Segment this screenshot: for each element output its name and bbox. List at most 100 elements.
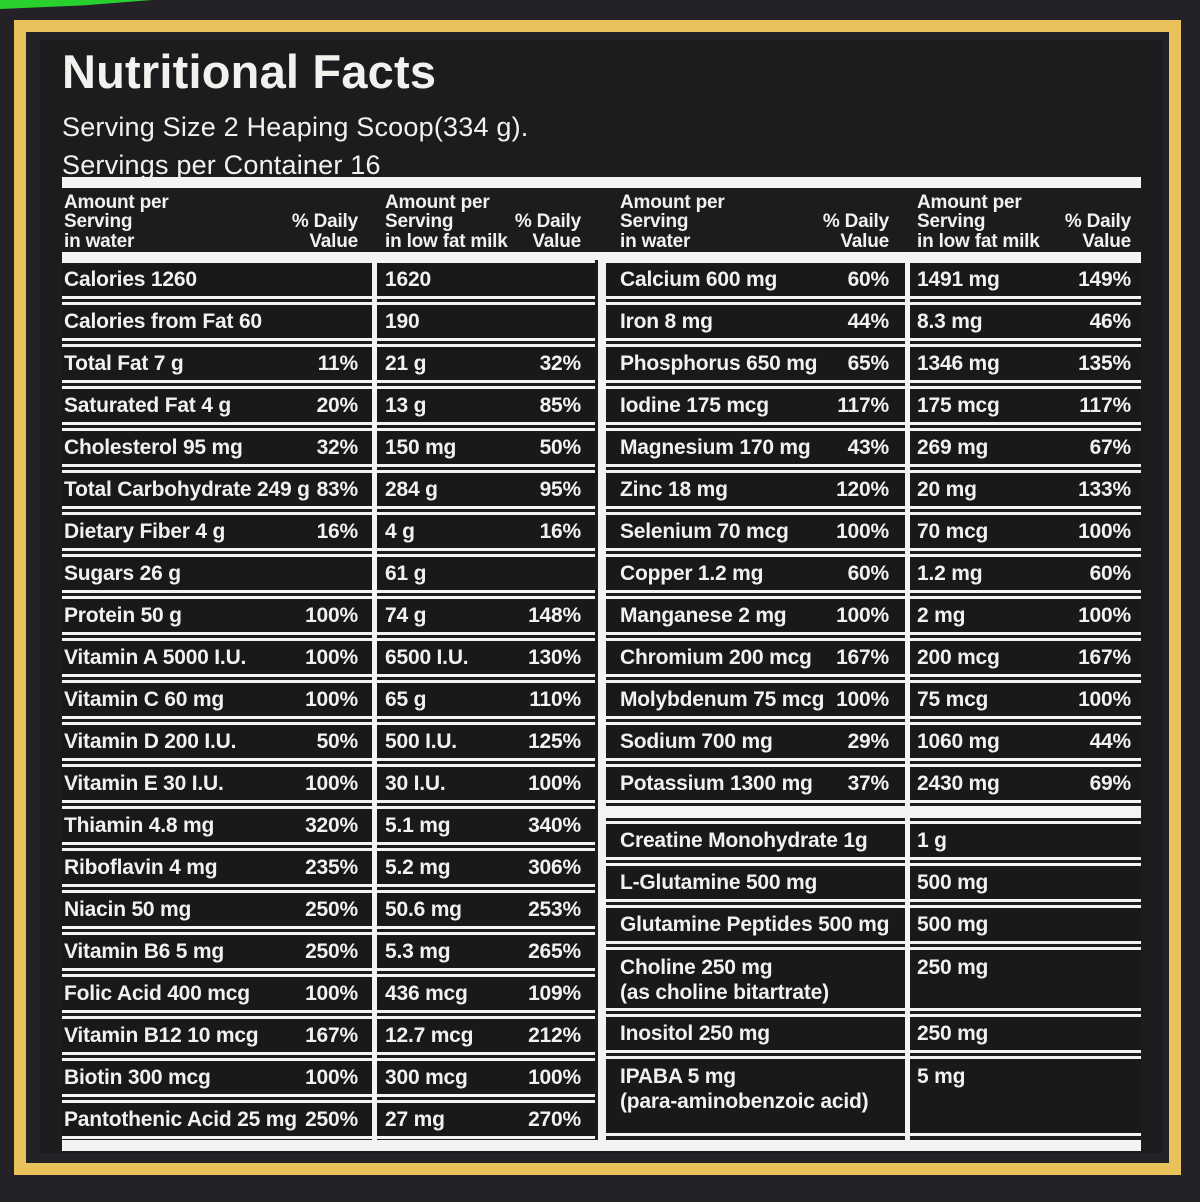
milk-cells: 150 mg 50% — [372, 431, 595, 464]
nutrient-row: Calories from Fat 60 190 — [62, 302, 595, 341]
milk-cells: 20 mg 133% — [905, 473, 1141, 506]
water-cells: Iodine 175 mcg 117% — [606, 389, 905, 422]
column-divider-left-half — [372, 260, 377, 1140]
milk-daily-value: 50% — [539, 436, 582, 459]
nutrient-label: IPABA 5 mg (para-aminobenzoic acid) — [620, 1065, 869, 1113]
nutrient-row: Cholesterol 95 mg 32% 150 mg 50% — [62, 428, 595, 467]
water-daily-value: 29% — [847, 730, 890, 753]
milk-amount: 269 mg — [917, 436, 989, 459]
nutrient-row: Inositol 250 mg 250 mg — [606, 1014, 1141, 1053]
nutrient-row: Vitamin A 5000 I.U. 100% 6500 I.U. 130% — [62, 638, 595, 677]
water-daily-value: 37% — [847, 772, 890, 795]
water-cells: IPABA 5 mg (para-aminobenzoic acid) — [606, 1059, 905, 1133]
column-header-amount-per-serving-milk: Amount per Serving in low fat milk — [917, 191, 1040, 252]
water-daily-value: 167% — [836, 646, 889, 669]
nutrient-row: Riboflavin 4 mg 235% 5.2 mg 306% — [62, 848, 595, 887]
nutrient-row: Vitamin B6 5 mg 250% 5.3 mg 265% — [62, 932, 595, 971]
water-daily-value: 44% — [847, 310, 890, 333]
nutrient-label: Sugars 26 g — [64, 562, 181, 585]
water-cells: Vitamin B6 5 mg 250% — [62, 935, 372, 968]
water-cells: Sodium 700 mg 29% — [606, 725, 905, 758]
nutrient-label: Copper 1.2 mg — [620, 562, 764, 585]
milk-amount: 250 mg — [917, 1022, 989, 1045]
milk-cells: 500 mg — [905, 908, 1141, 941]
milk-daily-value: 133% — [1078, 478, 1131, 501]
milk-daily-value: 32% — [539, 352, 582, 375]
milk-cells: 13 g 85% — [372, 389, 595, 422]
nutrient-row: Sodium 700 mg 29% 1060 mg 44% — [606, 722, 1141, 761]
water-daily-value: 100% — [305, 688, 358, 711]
water-cells: Pantothenic Acid 25 mg 250% — [62, 1103, 372, 1136]
milk-amount: 74 g — [385, 604, 427, 627]
nutrient-row: Choline 250 mg (as choline bitartrate) 250… — [606, 947, 1141, 1011]
water-daily-value: 50% — [316, 730, 359, 753]
column-header-daily-value: % Daily Value — [514, 211, 581, 252]
nutrient-row: Sugars 26 g 61 g — [62, 554, 595, 593]
nutrient-label: Sodium 700 mg — [620, 730, 773, 753]
milk-amount: 2 mg — [917, 604, 966, 627]
milk-cells: 74 g 148% — [372, 599, 595, 632]
water-cells: Inositol 250 mg — [606, 1017, 905, 1050]
water-cells: Magnesium 170 mg 43% — [606, 431, 905, 464]
water-daily-value: 167% — [305, 1024, 358, 1047]
water-cells: Vitamin A 5000 I.U. 100% — [62, 641, 372, 674]
milk-cells: 8.3 mg 46% — [905, 305, 1141, 338]
nutrient-row: Glutamine Peptides 500 mg 500 mg — [606, 905, 1141, 944]
nutrient-row: Folic Acid 400 mcg 100% 436 mcg 109% — [62, 974, 595, 1013]
nutrient-label: Total Fat 7 g — [64, 352, 184, 375]
water-cells: L-Glutamine 500 mg — [606, 866, 905, 899]
nutrient-row: Total Carbohydrate 249 g 83% 284 g 95% — [62, 470, 595, 509]
water-daily-value: 11% — [317, 352, 358, 375]
nutrient-rows-left: Calories 1260 1620 Calories from Fat 60 190… — [62, 260, 595, 1142]
nutrient-label: Saturated Fat 4 g — [64, 394, 231, 417]
milk-daily-value: 100% — [1078, 520, 1131, 543]
nutrient-row: Magnesium 170 mg 43% 269 mg 67% — [606, 428, 1141, 467]
milk-cells: 5.3 mg 265% — [372, 935, 595, 968]
water-daily-value: 43% — [847, 436, 890, 459]
water-daily-value: 100% — [305, 772, 358, 795]
milk-daily-value: 270% — [528, 1108, 581, 1131]
nutrient-label: Vitamin E 30 I.U. — [64, 772, 224, 795]
water-daily-value: 117% — [837, 394, 889, 417]
header-group-milk: Amount per Serving in low fat milk % Daily… — [372, 190, 595, 252]
water-cells: Protein 50 g 100% — [62, 599, 372, 632]
water-daily-value: 120% — [836, 478, 889, 501]
nutrient-label: Biotin 300 mcg — [64, 1066, 211, 1089]
water-daily-value: 250% — [305, 1108, 358, 1131]
milk-cells: 1346 mg 135% — [905, 347, 1141, 380]
nutrient-row: Calcium 600 mg 60% 1491 mg 149% — [606, 260, 1141, 299]
milk-cells: 21 g 32% — [372, 347, 595, 380]
milk-daily-value: 95% — [539, 478, 582, 501]
nutrient-row: IPABA 5 mg (para-aminobenzoic acid) 5 mg — [606, 1056, 1141, 1136]
milk-daily-value: 340% — [528, 814, 581, 837]
milk-daily-value: 46% — [1089, 310, 1132, 333]
water-daily-value: 250% — [305, 898, 358, 921]
water-cells: Selenium 70 mcg 100% — [606, 515, 905, 548]
milk-daily-value: 306% — [528, 856, 581, 879]
milk-daily-value: 69% — [1089, 772, 1132, 795]
nutrient-row: Copper 1.2 mg 60% 1.2 mg 60% — [606, 554, 1141, 593]
nutrient-label: Choline 250 mg (as choline bitartrate) — [620, 956, 829, 1004]
milk-cells: 70 mcg 100% — [905, 515, 1141, 548]
milk-daily-value: 100% — [1078, 604, 1131, 627]
milk-amount: 175 mcg — [917, 394, 1000, 417]
milk-cells: 5.2 mg 306% — [372, 851, 595, 884]
column-header-daily-value: % Daily Value — [1064, 211, 1131, 252]
milk-daily-value: 148% — [528, 604, 581, 627]
milk-amount: 70 mcg — [917, 520, 989, 543]
column-header-amount-per-serving-milk: Amount per Serving in low fat milk — [385, 191, 508, 252]
header-group-water: Amount per Serving in water % Daily Value — [606, 190, 905, 252]
milk-daily-value: 265% — [528, 940, 581, 963]
water-daily-value: 32% — [316, 436, 359, 459]
milk-cells: 1060 mg 44% — [905, 725, 1141, 758]
nutrient-label: Chromium 200 mcg — [620, 646, 812, 669]
nutrient-label: Riboflavin 4 mg — [64, 856, 218, 879]
nutrient-label: Vitamin A 5000 I.U. — [64, 646, 247, 669]
milk-cells: 175 mcg 117% — [905, 389, 1141, 422]
milk-amount: 500 mg — [917, 871, 989, 894]
milk-daily-value: 149% — [1078, 268, 1131, 291]
milk-amount: 27 mg — [385, 1108, 445, 1131]
servings-per-container-text: Servings per Container 16 — [62, 150, 381, 180]
water-cells: Calories 1260 — [62, 263, 372, 296]
column-header-amount-per-serving-water: Amount per Serving in water — [620, 191, 725, 252]
